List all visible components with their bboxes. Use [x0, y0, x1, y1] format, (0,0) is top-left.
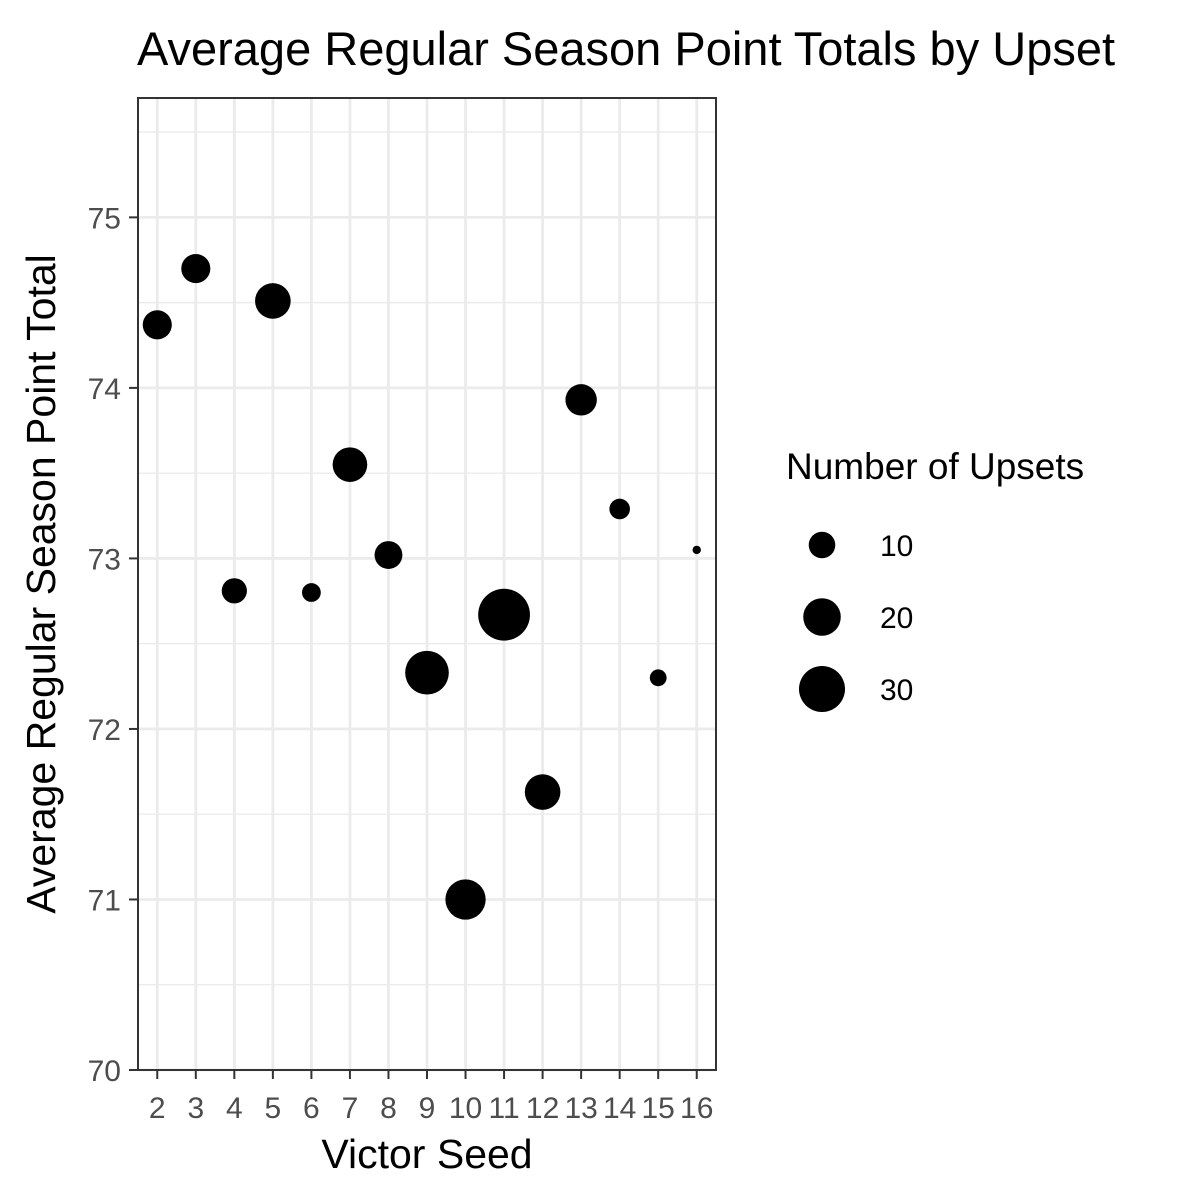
x-tick-label: 4	[226, 1092, 243, 1125]
x-tick-label: 6	[303, 1092, 320, 1125]
legend-key-circle	[808, 531, 836, 559]
x-tick-label: 11	[488, 1092, 519, 1125]
x-tick-label: 10	[449, 1092, 482, 1125]
data-point	[374, 541, 403, 569]
x-tick-label: 9	[419, 1092, 436, 1125]
x-tick-label: 16	[680, 1092, 713, 1125]
plot-panel	[137, 97, 717, 1072]
chart-title: Average Regular Season Point Totals by U…	[137, 22, 1115, 75]
x-axis-title: Victor Seed	[321, 1131, 532, 1177]
y-axis-title: Average Regular Season Point Total	[18, 254, 64, 913]
data-point	[142, 310, 172, 340]
data-point	[524, 774, 561, 810]
data-point	[405, 650, 449, 695]
y-axis: 70 71 72 73 74 75	[88, 202, 138, 1088]
data-point	[692, 545, 701, 555]
x-tick-label: 3	[187, 1092, 204, 1125]
y-tick-label: 75	[88, 202, 121, 235]
data-point	[478, 588, 530, 641]
y-tick-label: 72	[88, 714, 121, 747]
size-legend: Number of Upsets 10 20 30	[786, 446, 1084, 713]
data-point	[181, 253, 211, 284]
major-gridlines	[138, 98, 716, 1072]
data-point	[445, 879, 486, 920]
legend-key-circle	[803, 598, 841, 636]
legend-keys: 10 20 30	[798, 530, 913, 713]
data-points	[142, 253, 701, 920]
x-tick-label: 15	[642, 1092, 675, 1125]
x-tick-label: 7	[342, 1092, 359, 1125]
x-tick-label: 5	[265, 1092, 282, 1125]
data-point	[302, 583, 321, 602]
y-tick-label: 71	[88, 884, 121, 917]
x-tick-label: 2	[149, 1092, 166, 1125]
y-tick-label: 73	[88, 543, 121, 576]
legend-key-label: 30	[880, 674, 913, 707]
data-point	[221, 578, 247, 604]
data-point	[609, 498, 630, 520]
legend-key-circle	[798, 665, 846, 713]
y-tick-label: 70	[88, 1055, 121, 1088]
data-point	[649, 669, 667, 687]
data-point	[332, 447, 368, 482]
y-tick-label: 74	[88, 373, 121, 406]
x-axis: 2 3 4 5 6 7 8 9 10 11 12 13 14 15 16	[149, 1070, 713, 1125]
legend-title: Number of Upsets	[786, 446, 1084, 487]
x-tick-label: 12	[526, 1092, 559, 1125]
data-point	[255, 283, 291, 319]
x-tick-label: 14	[603, 1092, 636, 1125]
x-tick-label: 8	[380, 1092, 397, 1125]
x-tick-label: 13	[564, 1092, 597, 1125]
legend-key-label: 10	[880, 530, 913, 563]
legend-key-label: 20	[880, 602, 913, 635]
data-point	[565, 384, 597, 416]
